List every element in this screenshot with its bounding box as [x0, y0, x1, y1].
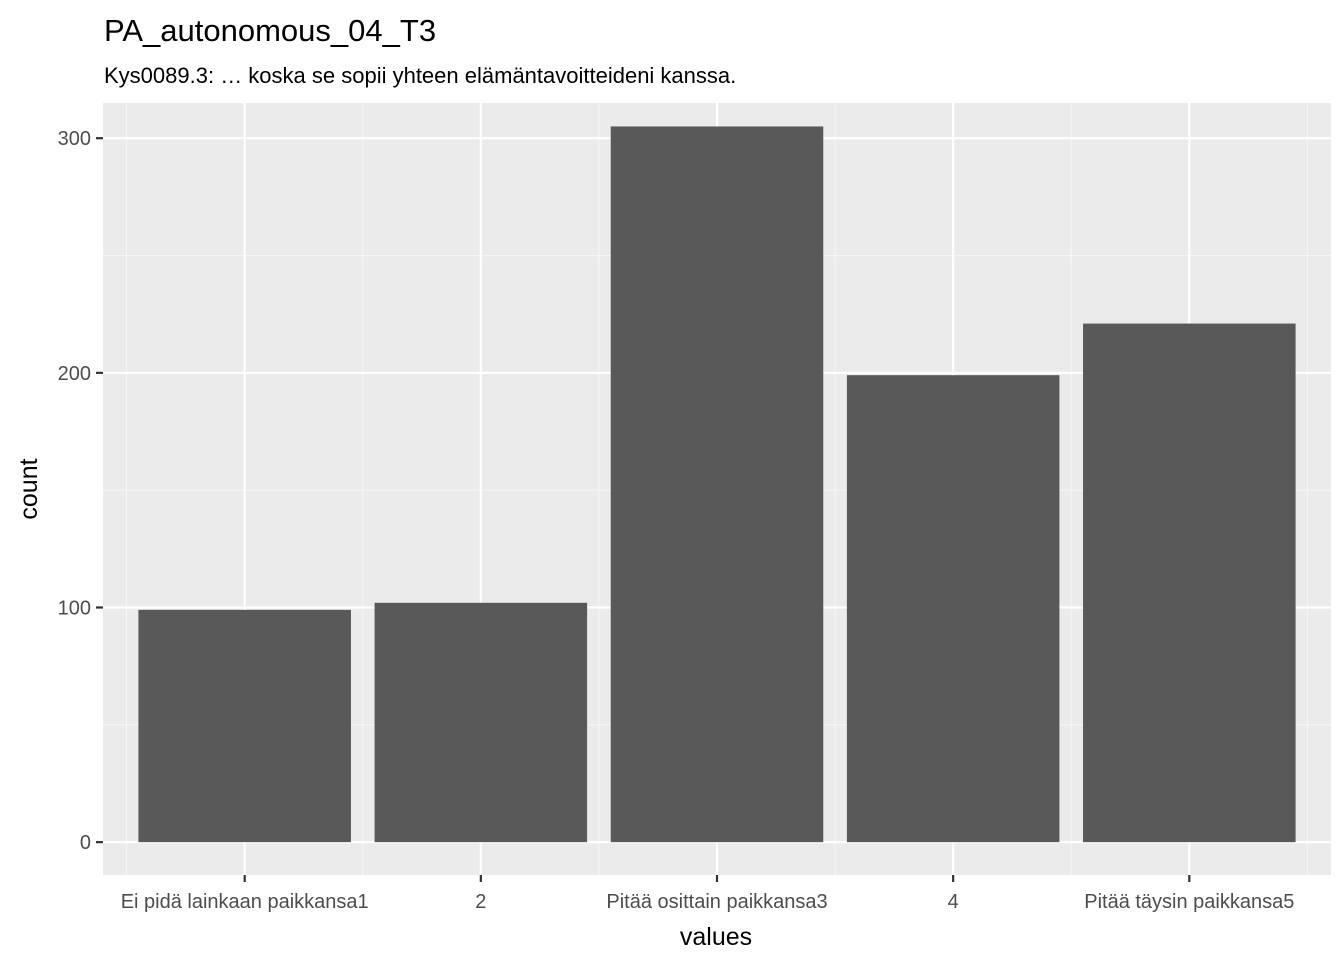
x-tick-label: Ei pidä lainkaan paikkansa1 — [121, 891, 369, 913]
bars — [138, 126, 1296, 843]
bar-4 — [846, 375, 1060, 843]
x-tick-label: Pitää osittain paikkansa3 — [606, 891, 827, 913]
y-tick-label: 200 — [58, 363, 91, 385]
x-axis: Ei pidä lainkaan paikkansa1 2 Pitää ositta… — [121, 875, 1294, 913]
bar-3 — [610, 126, 824, 843]
chart-subtitle: Kys0089.3: … koska se sopii yhteen elämä… — [104, 63, 736, 88]
y-axis-title: count — [15, 458, 43, 519]
y-tick-label: 0 — [80, 832, 91, 854]
bar-2 — [374, 602, 588, 843]
bar-1 — [138, 609, 351, 843]
bar-5 — [1083, 323, 1296, 843]
x-tick-label: Pitää täysin paikkansa5 — [1084, 891, 1294, 913]
y-tick-label: 100 — [58, 597, 91, 619]
y-tick-label: 300 — [58, 128, 91, 150]
chart-title: PA_autonomous_04_T3 — [104, 13, 436, 48]
y-axis: 0 100 200 300 — [58, 128, 103, 854]
x-tick-label: 2 — [475, 891, 486, 913]
x-tick-label: 4 — [948, 891, 959, 913]
x-axis-title: values — [680, 923, 752, 951]
